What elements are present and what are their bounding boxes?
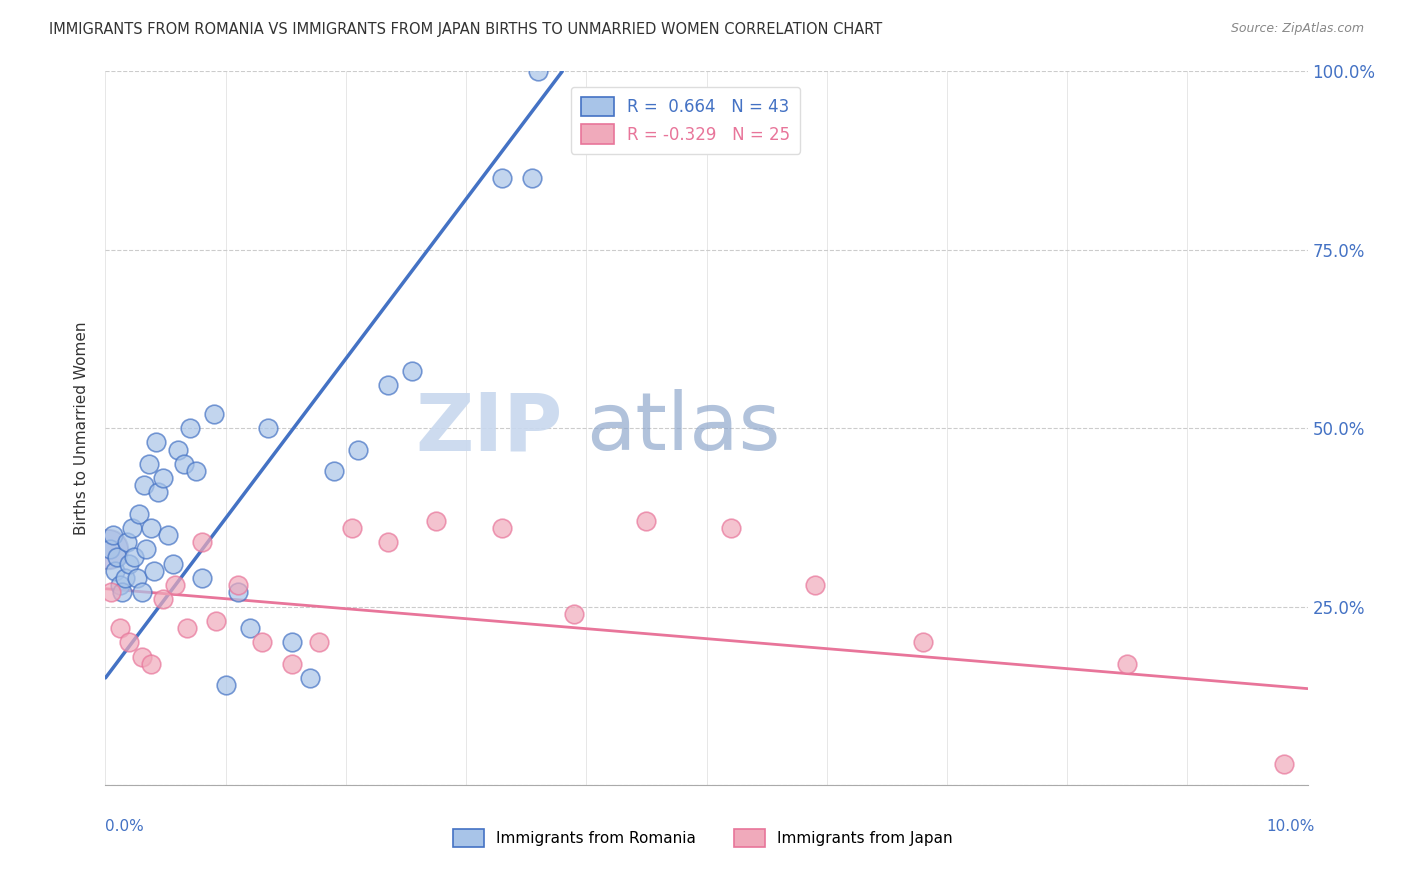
Text: 10.0%: 10.0% (1267, 819, 1315, 834)
Point (108, 621, 131, 635)
Point (156, 528, 179, 542)
Point (124, 549, 146, 564)
Point (135, 542, 157, 557)
Point (250, 635, 273, 649)
Point (166, 442, 188, 457)
Text: atlas: atlas (586, 389, 780, 467)
Y-axis label: Births to Unmarried Women: Births to Unmarried Women (75, 321, 90, 535)
Point (527, 64, 550, 78)
Point (118, 635, 141, 649)
Point (128, 507, 150, 521)
Point (145, 435, 167, 450)
Point (425, 514, 447, 528)
Point (111, 585, 134, 599)
Point (148, 485, 170, 500)
Point (308, 635, 330, 649)
Point (131, 649, 153, 664)
Point (97, 542, 120, 557)
Point (281, 635, 304, 649)
Point (138, 457, 160, 471)
Legend: Immigrants from Romania, Immigrants from Japan: Immigrants from Romania, Immigrants from… (447, 823, 959, 853)
Point (114, 571, 136, 585)
Point (107, 549, 129, 564)
Point (347, 442, 370, 457)
Point (118, 557, 141, 571)
Point (636, 514, 658, 528)
Point (139, 521, 162, 535)
Point (184, 464, 207, 478)
Point (1116, 657, 1139, 671)
Point (121, 521, 143, 535)
Point (226, 585, 249, 599)
Point (190, 535, 212, 549)
Point (256, 421, 278, 435)
Point (101, 528, 124, 542)
Point (202, 407, 225, 421)
Point (173, 457, 195, 471)
Point (190, 571, 212, 585)
Point (322, 464, 344, 478)
Point (115, 535, 138, 549)
Point (226, 578, 249, 592)
Point (162, 557, 184, 571)
Point (100, 585, 122, 599)
Point (205, 614, 228, 628)
Point (1272, 756, 1295, 771)
Point (298, 671, 321, 685)
Point (125, 571, 148, 585)
Point (377, 535, 399, 549)
Point (803, 578, 825, 592)
Point (104, 564, 127, 578)
Point (377, 378, 399, 392)
Point (720, 521, 742, 535)
Point (139, 657, 162, 671)
Point (239, 621, 262, 635)
Point (98, 542, 121, 557)
Point (562, 607, 585, 621)
Point (108, 578, 131, 592)
Point (911, 635, 934, 649)
Point (281, 657, 304, 671)
Point (176, 621, 198, 635)
Point (131, 585, 153, 599)
Point (522, 171, 544, 186)
Text: 0.0%: 0.0% (105, 819, 145, 834)
Text: Source: ZipAtlas.com: Source: ZipAtlas.com (1230, 22, 1364, 36)
Point (132, 478, 155, 492)
Point (340, 521, 363, 535)
Text: IMMIGRANTS FROM ROMANIA VS IMMIGRANTS FROM JAPAN BIRTHS TO UNMARRIED WOMEN CORRE: IMMIGRANTS FROM ROMANIA VS IMMIGRANTS FR… (49, 22, 883, 37)
Point (165, 578, 187, 592)
Point (491, 521, 513, 535)
Point (179, 421, 201, 435)
Point (491, 171, 513, 186)
Point (401, 364, 423, 378)
Point (152, 471, 174, 485)
Point (214, 678, 236, 692)
Text: ZIP: ZIP (415, 389, 562, 467)
Point (152, 592, 174, 607)
Legend: R =  0.664   N = 43, R = -0.329   N = 25: R = 0.664 N = 43, R = -0.329 N = 25 (571, 87, 800, 153)
Point (142, 564, 165, 578)
